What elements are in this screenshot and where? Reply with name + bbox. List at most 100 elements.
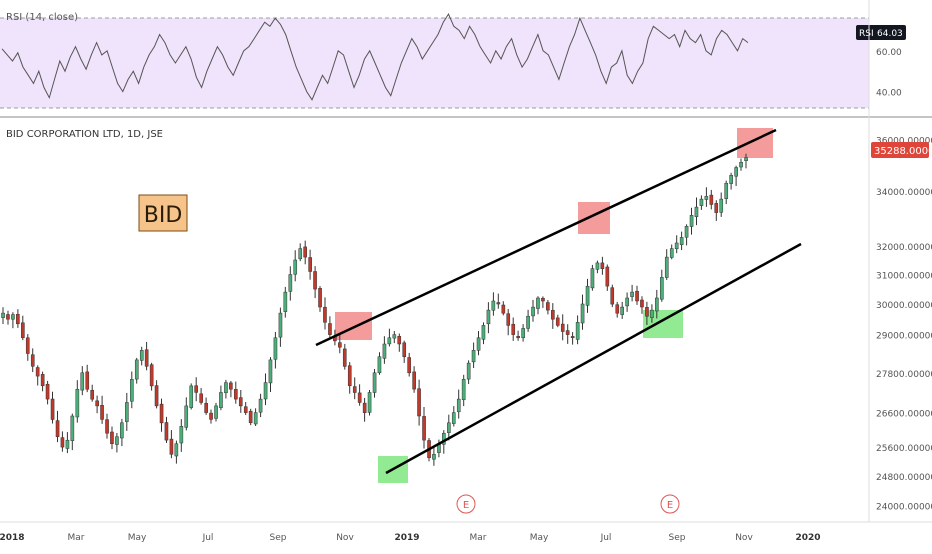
candle-body	[457, 399, 460, 412]
candle-body	[56, 421, 59, 437]
candle-body	[106, 420, 109, 434]
price-y-tick-label: 27800.00000	[876, 370, 932, 380]
candle-body	[517, 336, 520, 338]
earnings-marker-label: E	[463, 500, 469, 511]
candle-body	[279, 313, 282, 337]
candle-body	[328, 324, 331, 335]
candle-body	[423, 416, 426, 440]
candle-body	[11, 315, 14, 320]
candle-body	[675, 243, 678, 249]
candle-body	[730, 175, 733, 183]
candle-body	[477, 338, 480, 351]
candle-body	[254, 413, 257, 424]
candle-body	[165, 423, 168, 441]
candle-body	[447, 423, 450, 433]
earnings-marker-2[interactable]: E	[661, 495, 679, 513]
candle-body	[507, 314, 510, 326]
candle-body	[418, 389, 421, 416]
candle-body	[596, 263, 599, 269]
candle-body	[502, 305, 505, 313]
candle-body	[373, 373, 376, 393]
candle-body	[2, 313, 5, 318]
candle-body	[185, 406, 188, 427]
candle-body	[472, 350, 475, 362]
candle-body	[264, 383, 267, 399]
rsi-y-tick-label: 60.00	[876, 48, 902, 58]
candle-body	[591, 269, 594, 288]
resistance-zone[interactable]	[578, 202, 610, 234]
candle-body	[269, 360, 272, 383]
x-tick-label: Mar	[68, 533, 85, 543]
x-tick-label: 2018	[0, 533, 25, 543]
candle-body	[640, 300, 643, 307]
candle-body	[576, 322, 579, 339]
x-tick-label: Nov	[735, 533, 753, 543]
candle-body	[393, 335, 396, 339]
candle-body	[76, 389, 79, 417]
candle-body	[626, 298, 629, 306]
candle-body	[135, 360, 138, 379]
candle-body	[224, 383, 227, 393]
ticker-box-label: BID	[144, 203, 183, 228]
candle-body	[358, 393, 361, 403]
resistance-zone[interactable]	[737, 128, 773, 158]
candle-body	[745, 158, 748, 161]
candle-body	[120, 423, 123, 438]
candle-body	[536, 298, 539, 309]
x-tick-label: May	[530, 533, 549, 543]
candle-body	[621, 307, 624, 315]
candle-body	[319, 288, 322, 307]
candle-body	[219, 393, 222, 408]
rsi-badge-value: 64.03	[877, 29, 903, 39]
candle-body	[304, 247, 307, 257]
ticker-annotation[interactable]: BID	[139, 195, 187, 231]
support-zone[interactable]	[643, 310, 683, 338]
candle-body	[234, 389, 237, 399]
x-tick-label: Sep	[669, 533, 686, 543]
price-y-tick-label: 29000.00000	[876, 332, 932, 342]
rsi-y-tick-label: 40.00	[876, 89, 902, 99]
candle-body	[388, 338, 391, 344]
candle-body	[601, 263, 604, 269]
candle-body	[645, 307, 648, 316]
candle-body	[294, 260, 297, 274]
candle-body	[655, 298, 658, 311]
candle-body	[91, 390, 94, 399]
candle-body	[725, 183, 728, 199]
earnings-marker-1[interactable]: E	[457, 495, 475, 513]
candle-body	[348, 366, 351, 386]
candle-body	[353, 387, 356, 393]
candle-body	[556, 318, 559, 326]
earnings-marker-label: E	[667, 500, 673, 511]
candle-body	[690, 215, 693, 226]
candle-body	[289, 275, 292, 292]
candle-body	[215, 406, 218, 419]
rsi-value-badge: RSI 64.03	[856, 25, 906, 40]
candle-body	[383, 344, 386, 358]
candle-body	[541, 298, 544, 301]
price-y-tick-label: 31000.00000	[876, 271, 932, 281]
candle-body	[546, 303, 549, 311]
candle-body	[71, 416, 74, 441]
candle-body	[309, 258, 312, 272]
resistance-zone[interactable]	[335, 312, 372, 340]
candle-body	[110, 432, 113, 444]
candle-body	[631, 292, 634, 297]
candle-body	[413, 372, 416, 389]
candle-body	[155, 386, 158, 406]
candle-body	[130, 379, 133, 401]
x-tick-label: 2020	[795, 533, 820, 543]
rsi-band	[0, 18, 869, 108]
candle-body	[497, 303, 500, 305]
candle-body	[26, 338, 29, 354]
candle-body	[378, 357, 381, 373]
candle-body	[636, 291, 639, 301]
candle-body	[21, 323, 24, 338]
candle-body	[685, 226, 688, 237]
candle-body	[115, 437, 118, 445]
candle-body	[700, 199, 703, 206]
candle-body	[522, 328, 525, 337]
candle-body	[710, 195, 713, 204]
candle-body	[210, 413, 213, 419]
